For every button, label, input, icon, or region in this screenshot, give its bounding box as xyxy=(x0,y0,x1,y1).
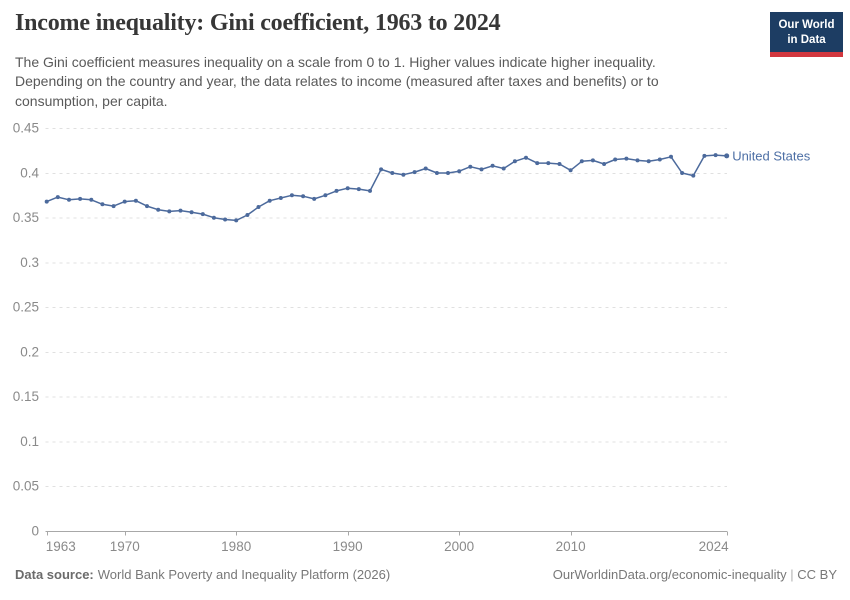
series-point[interactable] xyxy=(301,194,306,199)
series-point[interactable] xyxy=(646,159,651,164)
series-point[interactable] xyxy=(323,193,328,198)
series-point[interactable] xyxy=(234,218,239,223)
chart-footer: Data source: World Bank Poverty and Inequ… xyxy=(15,567,837,582)
series-point[interactable] xyxy=(680,171,685,175)
page-title: Income inequality: Gini coefficient, 196… xyxy=(15,10,501,36)
series-point[interactable] xyxy=(145,204,149,209)
y-gridlines xyxy=(45,128,727,488)
series-point[interactable] xyxy=(289,193,294,198)
x-tick-label: 2010 xyxy=(556,539,586,554)
y-tick-label: 0.2 xyxy=(20,344,39,359)
series-point[interactable] xyxy=(368,188,372,193)
data-source-label: Data source: xyxy=(15,567,94,582)
y-tick-label: 0.05 xyxy=(13,479,39,494)
series-point[interactable] xyxy=(724,153,730,159)
y-tick-label: 0.15 xyxy=(13,389,39,404)
series-point[interactable] xyxy=(345,186,350,191)
series-point[interactable] xyxy=(44,199,49,204)
series-point[interactable] xyxy=(479,167,484,172)
series-point[interactable] xyxy=(434,171,439,175)
series-point[interactable] xyxy=(67,197,71,202)
series-end-label[interactable]: United States xyxy=(732,148,811,163)
series-line[interactable] xyxy=(45,154,728,222)
y-tick-label: 0.25 xyxy=(13,300,39,315)
series-point[interactable] xyxy=(535,161,540,166)
series-point[interactable] xyxy=(167,209,172,214)
series-point[interactable] xyxy=(122,199,127,204)
series-point[interactable] xyxy=(579,159,584,164)
series-united-states[interactable]: United States xyxy=(44,148,811,223)
series-point[interactable] xyxy=(590,158,595,163)
series-point[interactable] xyxy=(713,153,718,158)
logo-text-line2: in Data xyxy=(787,33,826,46)
series-point[interactable] xyxy=(267,198,272,203)
series-point[interactable] xyxy=(501,166,506,171)
series-point[interactable] xyxy=(178,208,183,213)
series-point[interactable] xyxy=(245,213,250,217)
series-point[interactable] xyxy=(89,197,94,202)
footer-links: OurWorldinData.org/economic-inequality |… xyxy=(553,567,837,582)
y-tick-label: 0.45 xyxy=(13,121,39,136)
series-point[interactable] xyxy=(390,171,395,175)
series-point[interactable] xyxy=(557,162,562,166)
y-axis-labels: 0 0.05 0.1 0.15 0.2 0.25 0.3 0.35 0.4 0.45 xyxy=(13,121,40,539)
series-point[interactable] xyxy=(446,171,450,175)
x-tick-label: 2024 xyxy=(699,539,730,554)
series-point[interactable] xyxy=(55,195,60,200)
series-point[interactable] xyxy=(211,215,216,220)
x-tick-label: 1963 xyxy=(46,539,76,554)
series-point[interactable] xyxy=(702,153,707,158)
series-point[interactable] xyxy=(278,196,283,200)
series-point[interactable] xyxy=(512,159,517,164)
license-link[interactable]: CC BY xyxy=(797,567,837,582)
x-axis: 1963 1970 1980 1990 2000 2010 2024 xyxy=(45,531,730,554)
series-point[interactable] xyxy=(546,161,551,166)
series-point[interactable] xyxy=(111,204,116,209)
series-point[interactable] xyxy=(312,196,317,201)
series-point[interactable] xyxy=(379,167,384,172)
series-point[interactable] xyxy=(423,166,428,171)
series-point[interactable] xyxy=(568,168,573,173)
data-source: Data source: World Bank Poverty and Inequ… xyxy=(15,567,390,582)
x-tick-label: 1970 xyxy=(110,539,140,554)
series-point[interactable] xyxy=(457,169,462,174)
series-point[interactable] xyxy=(468,164,473,169)
series-point[interactable] xyxy=(356,187,361,192)
series-point[interactable] xyxy=(223,217,228,222)
logo-text-line1: Our World xyxy=(778,19,835,31)
chart-subtitle: The Gini coefficient measures inequality… xyxy=(15,54,659,109)
x-tick-label: 1980 xyxy=(221,539,251,554)
series-point[interactable] xyxy=(200,212,205,217)
y-tick-label: 0.1 xyxy=(20,434,39,449)
series-point[interactable] xyxy=(624,156,629,161)
data-source-value: World Bank Poverty and Inequality Platfo… xyxy=(97,567,391,582)
series-point[interactable] xyxy=(256,205,261,209)
series-point[interactable] xyxy=(635,158,640,163)
series-point[interactable] xyxy=(602,162,607,166)
series-point[interactable] xyxy=(412,170,417,175)
x-tick-label: 1990 xyxy=(333,539,363,554)
series-point[interactable] xyxy=(156,207,161,212)
owid-link[interactable]: OurWorldinData.org/economic-inequality xyxy=(552,567,787,582)
y-tick-label: 0 xyxy=(31,524,39,539)
series-point[interactable] xyxy=(189,210,194,215)
series-point[interactable] xyxy=(657,157,662,162)
y-tick-label: 0.3 xyxy=(20,255,39,270)
series-point[interactable] xyxy=(334,188,339,193)
series-point[interactable] xyxy=(691,173,696,178)
series-point[interactable] xyxy=(100,202,105,207)
series-point[interactable] xyxy=(401,172,406,177)
series-point[interactable] xyxy=(613,157,618,162)
series-point[interactable] xyxy=(524,155,528,160)
series-point[interactable] xyxy=(669,154,673,159)
y-tick-label: 0.35 xyxy=(13,210,39,225)
x-tick-label: 2000 xyxy=(444,539,474,554)
series-point[interactable] xyxy=(490,163,495,168)
footer-separator: | xyxy=(786,567,798,582)
series-point[interactable] xyxy=(78,196,83,201)
series-point[interactable] xyxy=(133,198,138,203)
owid-logo[interactable]: Our World in Data xyxy=(770,12,843,58)
y-tick-label: 0.4 xyxy=(20,165,39,180)
